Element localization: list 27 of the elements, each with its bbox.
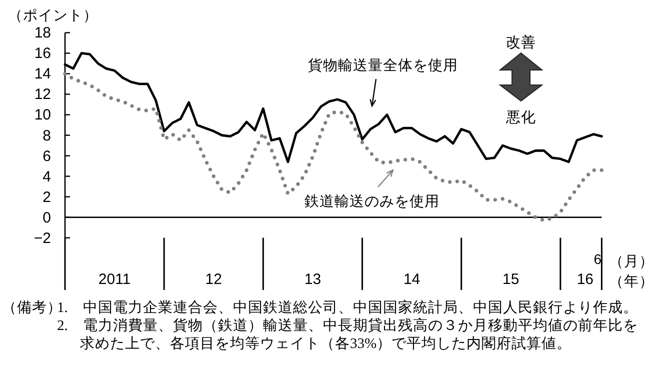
y-tick-label: 8 — [42, 127, 51, 144]
y-tick-label: 4 — [42, 168, 51, 186]
y-tick-label: 6 — [42, 148, 51, 165]
y-tick-label: 2 — [42, 188, 51, 206]
text: （月） — [609, 254, 649, 270]
y-tick-label: 10 — [34, 106, 51, 124]
text: 2. 電力消費量、貨物（鉄道）輸送量、中長期貸出残高の３か月移動平均値の前年比を求めた上で、各項目を均等ウェイト（各33%）で平均した内閣府試算値。 — [57, 317, 639, 353]
x-tick-label: 16 — [576, 271, 594, 288]
x-tick-label: 2011 — [98, 271, 131, 288]
y-tick-label: 16 — [34, 45, 51, 62]
x-tick-label: 12 — [205, 271, 222, 288]
y-axis-title: （ポイント） — [8, 8, 98, 24]
y-tick-label: −2 — [34, 230, 51, 247]
annotation: 改善 — [506, 34, 536, 51]
x-tick-label: 14 — [403, 271, 420, 288]
y-tick-label: 18 — [34, 24, 51, 42]
text: 6 — [594, 251, 602, 267]
legend-label: 鉄道輸送のみを使用 — [304, 193, 440, 210]
x-tick-label: 15 — [502, 271, 520, 288]
x-axis-title: （年） — [609, 273, 649, 290]
annotation: 悪化 — [505, 109, 536, 126]
y-tick-label: 12 — [34, 86, 51, 104]
text: 貨物輸送量全体を使用 — [308, 57, 458, 74]
text: 1. 中国電力企業連合会、中国鉄道総公司、中国国家統計局、中国人民銀行より作成。 — [57, 299, 639, 317]
y-tick-label: 14 — [34, 66, 51, 83]
y-tick-label: 0 — [42, 209, 51, 226]
x-tick-label: 13 — [304, 271, 322, 288]
